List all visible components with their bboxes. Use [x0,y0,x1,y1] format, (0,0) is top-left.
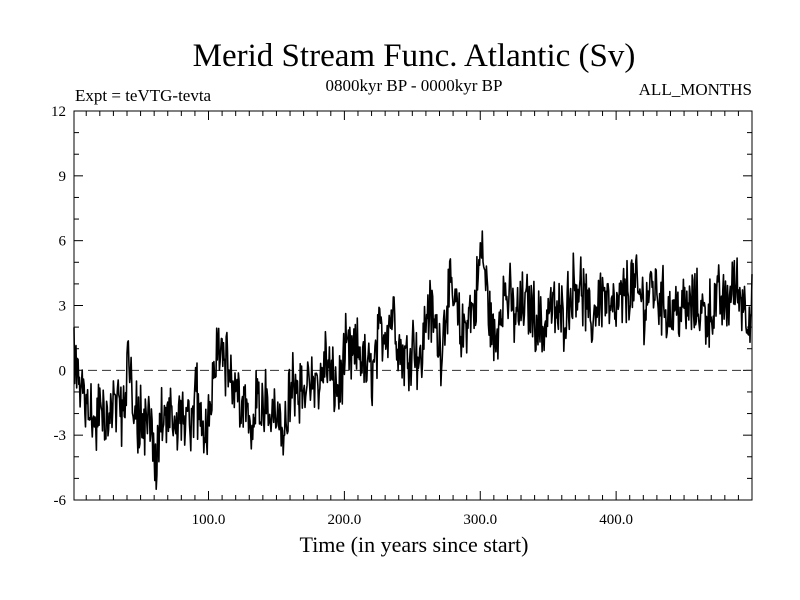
x-tick-label: 200.0 [328,512,362,528]
y-tick-label: 0 [59,363,67,379]
plot-frame [73,110,753,501]
chart-subtitle-right: ALL_MONTHS [639,80,752,99]
y-tick-label: -3 [54,428,67,444]
x-tick-label: 400.0 [599,512,633,528]
x-tick-label: 100.0 [192,512,226,528]
series-line [73,230,753,491]
chart-title: Merid Stream Func. Atlantic (Sv) [193,38,636,74]
chart-subtitle-center: 0800kyr BP - 0000kyr BP [326,76,503,95]
y-tick-label: 9 [59,169,67,185]
y-tick-label: 12 [51,104,66,120]
x-axis-label: Time (in years since start) [300,532,529,557]
y-tick-label: -6 [54,493,67,509]
y-tick-label: 6 [59,234,67,250]
plot-layer: 100.0 200.0 300.0 400.0 -6 -3 0 3 6 9 12 [51,104,753,528]
x-tick-label: 300.0 [463,512,497,528]
y-tick-label: 3 [59,299,67,315]
chart-subtitle-left: Expt = teVTG-tevta [75,86,212,105]
